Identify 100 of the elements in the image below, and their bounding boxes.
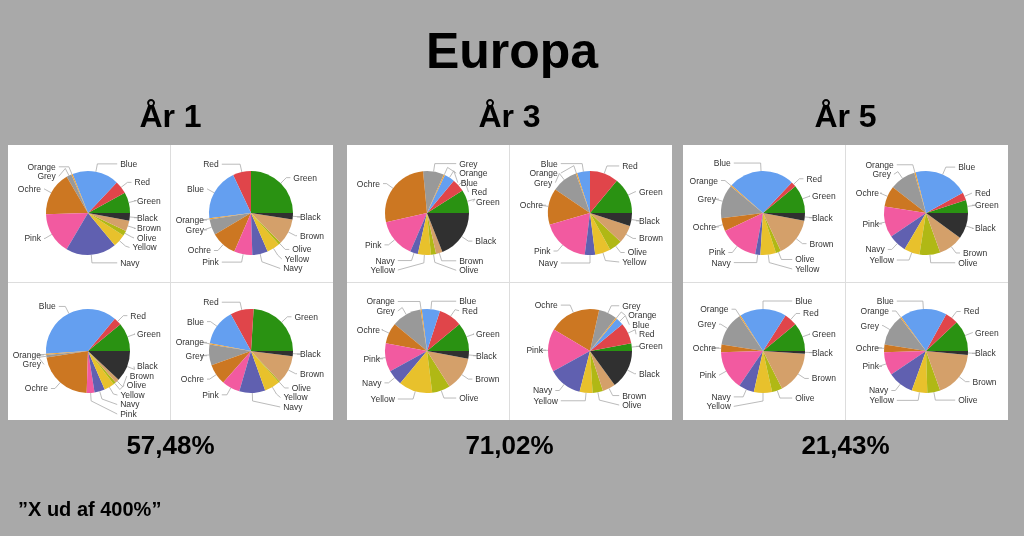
slice-label: Yellow [284,253,310,264]
slice-label: Yellow [283,392,309,403]
slice-label: Brown [639,233,664,244]
slice-label: Brown [811,373,837,384]
slice-label: Blue [120,158,138,169]
slice-label: Green [639,341,663,352]
slice-label: Olive [627,247,648,258]
slice-label: Pink [862,218,880,229]
slice-label: Blue [632,319,650,330]
slice-label: Pink [708,247,727,258]
slice-label: Ochre [692,342,717,353]
slice-label: Brown [300,368,325,379]
slice-label: Black [137,212,159,223]
slice-label: Orange [628,310,657,321]
slice-label: Black [975,223,997,234]
slice-label: Brown [475,374,500,385]
slice-label: Navy [865,244,886,255]
slice-label: Grey [533,177,554,188]
slice-label: Pink [526,345,544,356]
slice-label: Yellow [132,242,158,253]
slice-label: Black [300,349,322,360]
slice-label: Yellow [706,401,732,412]
slice-label: Ochre [855,188,880,199]
slice-label: Navy [711,257,732,268]
slice-label: Green [476,329,500,340]
slice-label: Grey [860,320,880,331]
slice-label: Ochre [534,300,559,311]
slice-label: Pink [862,361,880,372]
slice-label: Pink [699,370,717,381]
slice-label: Ochre [356,178,381,189]
slice-label: Yellow [795,263,821,274]
slice-label: Green [137,195,161,206]
slice-label: Orange [27,161,57,172]
slice-label: Orange [860,305,890,316]
slice-label: Brown [459,255,484,266]
slice-label: Red [639,329,655,340]
slice-label: Blue [186,183,205,194]
slice-label: Navy [283,401,304,412]
slice-label: Blue [186,316,205,327]
slice-label: Red [622,160,639,171]
slice-label: Grey [22,359,42,370]
slice-label: Grey [697,194,717,205]
text: ”X ud af 400%” [18,498,162,521]
slice-label: Ochre [519,200,544,211]
slice-label: Black [137,361,159,372]
slice-label: Blue [459,296,477,307]
slice-label: Green [975,327,999,338]
slice-label: Grey [872,169,892,180]
slice-label: Blue [540,158,559,169]
slice-label: Olive [622,400,642,411]
slice-label: Orange [12,349,42,360]
slice-label: Blue [958,162,976,173]
slice-label: Olive [795,254,815,265]
slice-label: Blue [876,296,895,307]
slice-label: Green [812,329,836,340]
slice-label: Blue [713,158,732,169]
slice-label: Yellow [533,395,559,406]
slice-label: Green [137,329,161,340]
slice-label: Orange [175,337,205,348]
slice-label: Orange [865,159,895,170]
slice-label: Pink [202,389,220,400]
slice-label: Black [475,236,497,247]
slice-label: Black [639,368,661,379]
slice-label: Brown [972,376,997,387]
slice-label: Navy [868,385,890,396]
slice-label: Olive [459,393,479,404]
slice-label: Olive [795,393,815,404]
slice-label: Blue [460,177,479,188]
slice-label: Brown [622,390,647,401]
slice-label: Navy [375,255,396,266]
slice-label: Navy [120,399,141,410]
slice-label: Yellow [869,395,895,406]
slice-label: Orange [459,168,488,179]
slice-label: Yellow [120,389,146,400]
slice-label: Grey [622,300,642,311]
slice-label: Orange [366,296,396,307]
slice-label: Green [293,172,318,183]
text: 71,02% [464,430,555,461]
slice-label: Brown [129,370,155,381]
slice-label: Navy [120,257,141,268]
chart-subtitle: År 3 [477,98,542,135]
slice-label: Orange [689,175,719,186]
slice-label: Ochre [17,183,42,194]
slice-label: Red [130,310,147,321]
slice-label: Black [639,215,661,226]
slice-label: Pink [364,239,383,250]
slice-label: Orange [175,215,205,226]
slice-label: Red [806,173,823,184]
text: Europa [424,22,600,80]
text: 21,43% [800,430,891,461]
slice-label: Olive [126,380,147,391]
slice-label: Navy [532,385,554,396]
slice-label: Navy [362,377,383,388]
slice-label: Orange [529,168,559,179]
slice-label: Pink [363,353,381,364]
slice-label: Brown [137,223,162,234]
slice-label: Ochre [692,221,717,232]
slice-label: Blue [38,301,57,312]
slice-label: Red [975,188,991,199]
slice-label: Black [300,211,322,222]
